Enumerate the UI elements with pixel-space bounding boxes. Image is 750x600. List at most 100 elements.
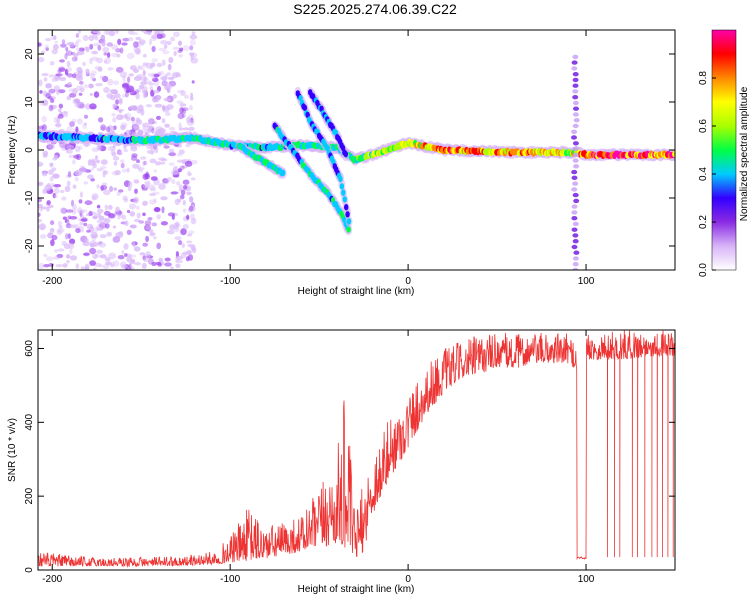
noise-blob <box>182 184 188 190</box>
vertical-burst <box>571 54 580 270</box>
noise-blob <box>122 37 130 42</box>
noise-blob <box>138 220 145 224</box>
noise-blob <box>83 222 88 227</box>
noise-blob <box>186 119 195 126</box>
noise-blob <box>89 57 93 65</box>
noise-blob <box>145 235 150 243</box>
noise-blob <box>48 74 55 78</box>
noise-blob <box>66 260 70 264</box>
trace-point <box>672 150 675 158</box>
noise-blob <box>62 216 67 220</box>
burst-blob <box>571 169 578 175</box>
noise-blob <box>111 44 118 50</box>
noise-blob <box>147 217 153 221</box>
trace-point <box>341 189 346 196</box>
noise-blob <box>103 189 111 196</box>
noise-blob <box>141 262 147 269</box>
noise-blob <box>156 115 161 120</box>
noise-blob <box>175 251 179 258</box>
burst-blob <box>571 175 578 180</box>
noise-blob <box>97 212 102 218</box>
noise-blob <box>177 168 182 173</box>
burst-blob <box>572 95 579 100</box>
burst-blob <box>571 129 578 134</box>
noise-blob <box>58 67 66 72</box>
noise-blob <box>180 189 186 196</box>
noise-blob <box>61 240 67 246</box>
noise-blob <box>165 111 171 117</box>
noise-blob <box>178 122 182 129</box>
trace-point <box>281 169 286 177</box>
noise-blob <box>96 227 103 231</box>
noise-blob <box>83 238 89 244</box>
noise-blob <box>160 40 168 45</box>
noise-blob <box>155 95 160 103</box>
noise-blob <box>52 256 61 260</box>
noise-blob <box>38 198 43 203</box>
noise-blob <box>96 184 100 189</box>
noise-blob <box>170 191 179 195</box>
noise-blob <box>98 241 103 245</box>
noise-blob <box>185 256 190 262</box>
snr-chart: -200 -100 0 100 0 200 400 600 Height of straigh… <box>7 329 676 595</box>
noise-blob <box>173 51 177 56</box>
noise-blob <box>139 156 147 160</box>
noise-blob <box>140 65 145 72</box>
noise-blob <box>112 103 118 109</box>
noise-blob <box>189 39 196 46</box>
noise-blob <box>38 42 42 47</box>
noise-blob <box>72 159 76 165</box>
noise-blob <box>69 121 75 127</box>
noise-blob <box>161 59 166 66</box>
noise-blob <box>95 253 100 258</box>
noise-blob <box>124 253 128 257</box>
noise-blob <box>89 73 95 80</box>
noise-blob <box>40 234 47 239</box>
noise-blob <box>176 159 183 163</box>
noise-blob <box>188 205 194 212</box>
noise-blob <box>172 170 180 178</box>
noise-blob <box>178 40 182 46</box>
noise-blob <box>91 30 100 34</box>
noise-blob <box>109 185 114 192</box>
noise-blob <box>95 83 103 87</box>
noise-blob <box>90 70 97 76</box>
noise-blob <box>64 53 68 60</box>
trace-point <box>302 104 308 112</box>
noise-blob <box>142 184 149 189</box>
noise-blob <box>176 100 184 104</box>
noise-blob <box>41 115 47 123</box>
noise-blob <box>101 42 106 47</box>
noise-blob <box>154 146 159 154</box>
burst-blob <box>572 256 579 261</box>
noise-blob <box>148 82 154 86</box>
burst-blob <box>573 250 580 255</box>
noise-blob <box>164 257 171 262</box>
noise-blob <box>79 85 84 89</box>
noise-blob <box>56 117 60 124</box>
colorbar-frame <box>711 29 737 271</box>
noise-blob <box>44 44 49 50</box>
snr-series-line <box>38 330 675 568</box>
noise-blob <box>181 113 186 118</box>
noise-blob <box>52 157 57 161</box>
noise-blob <box>84 263 90 270</box>
noise-blob <box>150 187 156 192</box>
noise-blob <box>190 53 194 61</box>
noise-blob <box>185 143 191 148</box>
noise-blob <box>96 167 104 172</box>
noise-blob <box>108 30 116 37</box>
noise-blob <box>170 36 175 42</box>
noise-blob <box>191 80 195 84</box>
noise-blob <box>189 34 198 40</box>
noise-blob <box>55 264 64 268</box>
noise-blob <box>180 90 186 97</box>
noise-blob <box>145 224 151 231</box>
noise-blob <box>71 199 74 207</box>
noise-blob <box>107 204 113 210</box>
noise-blob <box>58 225 63 229</box>
noise-blob <box>89 103 97 110</box>
noise-blob <box>190 177 196 181</box>
noise-blob <box>134 262 142 266</box>
noise-blob <box>164 44 168 49</box>
